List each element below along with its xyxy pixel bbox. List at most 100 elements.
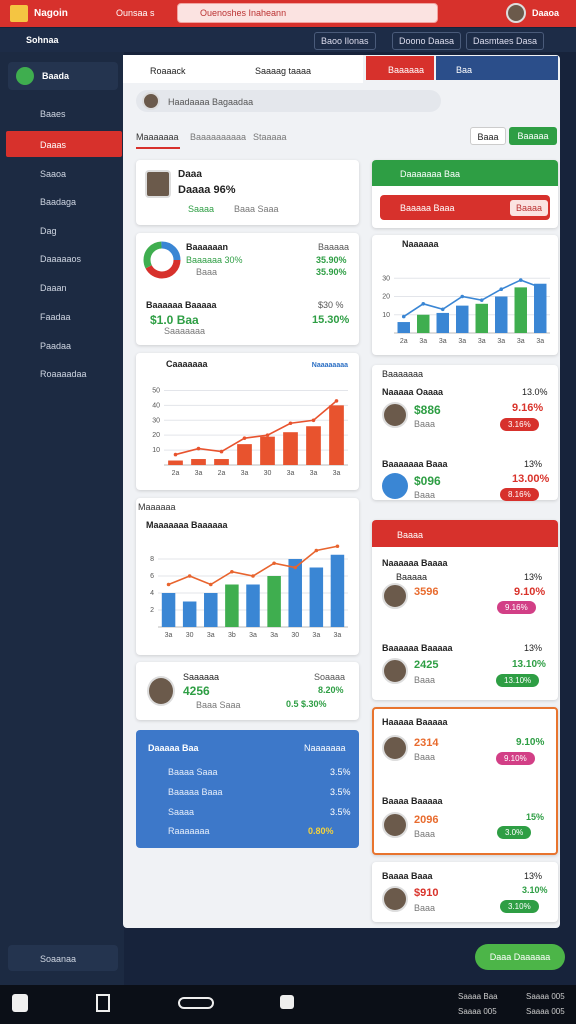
avatar [382,886,408,912]
bar [436,312,449,333]
chart-title: Caaaaaaa [166,359,209,369]
subtab[interactable]: Maaaaaaa [136,132,179,142]
tab-blue[interactable] [436,56,558,80]
bar [214,459,229,465]
menu[interactable]: Ounsaa s [116,8,155,18]
blue-row: Baaaaa Baaa [168,787,223,797]
blue-title: Daaaaa Baa [148,743,199,753]
nav-item[interactable]: Paadaa [40,341,72,351]
y-tick-label: 30 [152,417,160,424]
item-badge: 8.16% [500,488,539,501]
bar [260,436,275,465]
logo-icon [10,5,28,22]
item-amount: 2096 [414,814,439,826]
tab-label: Baaaaaa [388,65,425,75]
row-title: Baaaaaa Baaaaa [146,300,217,310]
nav-item[interactable]: Daaan [40,283,67,293]
item-badge: 3.0% [497,826,532,839]
point [230,569,234,574]
button[interactable]: Baaa [470,127,506,145]
x-tick-label: 3a [165,632,173,639]
chart-title: Naaaaaa [402,239,440,249]
avatar [147,676,175,706]
x-tick-label: 3a [249,632,257,639]
blue-row-value: 3.5% [330,767,351,777]
tab[interactable]: Saaaag taaaa [255,66,312,76]
item-name: Baaaaaa Baaaaa [382,643,453,653]
item-note: Baaa [414,829,436,839]
item-name: Naaaaa Oaaaa [382,387,444,397]
bar [161,593,176,627]
donut [143,241,181,279]
y-tick-label: 50 [152,387,160,394]
user-avatar[interactable] [506,3,526,23]
sub-link[interactable]: Doono Daasa [392,32,462,50]
x-tick-label: 3a [270,632,278,639]
chart: Maaaaaaa Baaaaaa 2 4 6 8 3a 30 3a 3b 3a 3a 30 3a 3a [146,520,348,639]
nav-item[interactable]: Baadaga [40,197,77,207]
item-name: Naaaaaa Baaaa [382,558,448,568]
taskbar-icon[interactable] [12,994,28,1012]
nav-item[interactable]: Roaaaadaa [40,369,87,379]
search-box[interactable] [177,3,438,23]
bar [204,593,218,627]
taskbar-icon[interactable] [178,997,214,1009]
point [293,565,298,570]
sub-link[interactable]: Dasmtaes Dasa [466,32,545,50]
x-tick-label: 2a [400,338,408,345]
sub-link[interactable]: Baoo Ilonas [314,32,376,50]
nav-item[interactable]: Faadaa [40,312,71,322]
nav-item[interactable]: Daaas [40,140,67,150]
point [479,298,484,302]
donut-right: 35.90% [316,267,347,277]
avatar [145,170,171,198]
y-tick-label: 4 [150,590,154,597]
nav-item[interactable]: Saaoa [40,169,67,179]
alert-button[interactable]: Baaaa [510,200,549,216]
item-pct: 13% [524,643,543,653]
item-amount: 2425 [414,659,439,671]
item-amount: $096 [414,474,441,488]
x-tick-label: 30 [291,632,299,639]
taskbar-icon[interactable] [280,995,294,1009]
point [208,582,213,587]
button[interactable]: Baaaaa [509,127,557,145]
tab-red[interactable] [366,56,434,80]
action-button[interactable]: Daaa Daaaaaa [475,944,565,970]
item-note: Baaa [414,752,436,762]
bar [329,405,344,465]
item-note: Baaa [414,903,436,913]
alert-title: Daaaaaaa Baa [400,169,461,179]
bar [288,559,302,627]
blue-right: Naaaaaaa [304,743,346,753]
chart-card [372,235,558,355]
bar [475,303,488,333]
point [288,421,293,426]
sidebar-footer[interactable]: Soaanaa [40,954,77,964]
donut-note: Baaa [196,267,218,277]
item-sub: Baaa [414,675,436,685]
chart-card [136,353,359,490]
taskbar-icon[interactable] [96,994,110,1012]
x-tick-label: 3a [497,338,505,345]
alert-header [372,160,558,186]
summary-value: 4256 [183,684,210,698]
search-row[interactable] [136,90,441,112]
point [440,307,445,312]
item-name: Baaaa Baaa [382,871,433,881]
nav-item[interactable]: Dag [40,226,57,236]
bar [237,444,252,465]
summary-right: 8.20% [318,685,344,695]
tab[interactable]: Roaaack [150,66,186,76]
nav-item[interactable]: Daaaaaos [40,254,82,264]
icon [382,473,408,499]
point [251,574,255,578]
taskbar-text: Saaaa 005 [526,992,565,1001]
subtab[interactable]: Staaaaa [253,132,287,142]
subtab[interactable]: Baaaaaaaaaa [190,132,247,142]
bar [534,283,547,333]
nav-item[interactable]: Baaes [40,109,66,119]
list-title: Baaaaaaa [382,369,424,379]
point [242,436,247,440]
blue-row-value: 3.5% [330,807,351,817]
